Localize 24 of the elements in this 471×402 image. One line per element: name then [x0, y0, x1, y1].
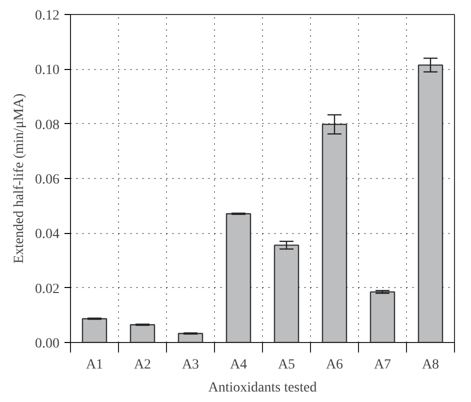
x-axis-title: Antioxidants tested	[208, 380, 317, 396]
bar	[82, 318, 108, 342]
x-tick-label: A4	[230, 358, 248, 372]
bar	[274, 244, 300, 342]
y-tick-label: 0.06	[35, 172, 60, 188]
x-tick-label: A2	[134, 358, 152, 372]
y-tick-label: 0.10	[35, 63, 60, 78]
x-tick-label: A7	[374, 358, 392, 372]
y-axis-title: Extended half-life (min/μMA)	[12, 93, 27, 264]
bar	[418, 64, 444, 342]
x-tick-label: A5	[278, 358, 296, 372]
y-tick-label: 0.12	[35, 8, 60, 24]
y-tick-label: 0.08	[35, 118, 60, 133]
x-tick-label: A3	[182, 358, 200, 372]
y-tick-label: 0.02	[35, 282, 60, 297]
x-tick-label: A8	[422, 358, 440, 372]
bar	[370, 291, 396, 342]
y-tick-label: 0.00	[35, 336, 60, 352]
x-tick-label: A6	[326, 358, 344, 372]
bar	[322, 124, 348, 342]
bar	[130, 324, 156, 342]
x-tick-label: A1	[86, 358, 104, 372]
bar	[226, 213, 252, 342]
y-tick-label: 0.04	[35, 227, 60, 242]
